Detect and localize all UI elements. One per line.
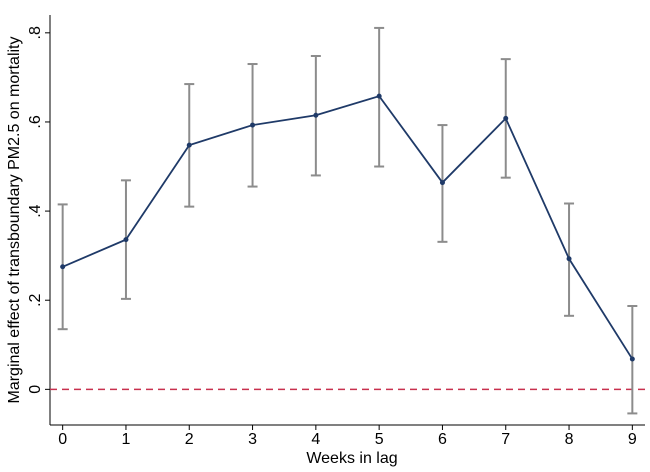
point: [60, 264, 66, 270]
x-tick-label: 5: [375, 431, 384, 448]
y-tick-label: .6: [27, 115, 44, 128]
y-tick-label: .8: [27, 26, 44, 39]
x-tick-label: 8: [565, 431, 574, 448]
point: [376, 93, 382, 99]
point: [186, 142, 192, 148]
y-tick-label: 0: [27, 385, 44, 394]
x-tick-label: 3: [248, 431, 257, 448]
y-axis-title: Marginal effect of transboundary PM2.5 o…: [6, 37, 23, 404]
x-tick-label: 7: [501, 431, 510, 448]
point: [313, 112, 319, 118]
x-tick-label: 9: [628, 431, 637, 448]
x-tick-label: 0: [58, 431, 67, 448]
x-tick-label: 4: [311, 431, 320, 448]
point: [250, 122, 256, 128]
point: [123, 237, 129, 243]
x-tick-label: 1: [122, 431, 131, 448]
x-axis-title: Weeks in lag: [306, 450, 397, 467]
series-line: [62, 95, 634, 360]
point: [503, 115, 509, 121]
point: [439, 180, 445, 186]
x-tick-label: 2: [185, 431, 194, 448]
y-tick-label: .2: [27, 293, 44, 306]
x-tick-label: 6: [438, 431, 447, 448]
point: [629, 356, 635, 362]
y-tick-label: .4: [27, 204, 44, 217]
point: [566, 256, 572, 262]
